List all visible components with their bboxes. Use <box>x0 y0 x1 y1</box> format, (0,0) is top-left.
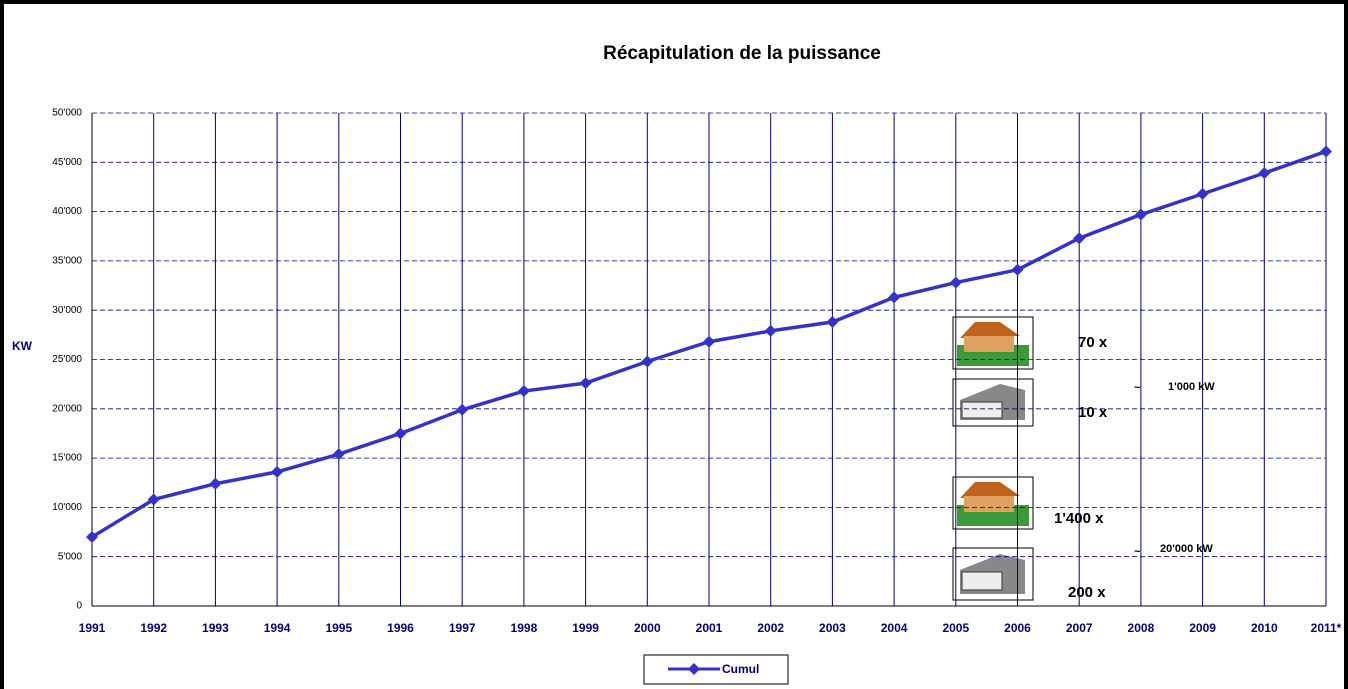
y-tick-label: 20'000 <box>52 403 82 414</box>
x-tick-label: 1998 <box>511 621 538 635</box>
house-icon <box>953 477 1033 529</box>
annotation: 10 x <box>1078 404 1108 421</box>
y-axis-label: KW <box>12 339 33 353</box>
chart: Récapitulation de la puissance KW 0 5'000… <box>0 0 1348 689</box>
house-icon <box>953 317 1033 369</box>
annotation: 1'000 kW <box>1168 381 1215 393</box>
x-tick-label: 1996 <box>387 621 414 635</box>
annotation: 20'000 kW <box>1160 543 1213 555</box>
x-tick-label: 2004 <box>881 621 908 635</box>
y-tick-label: 30'000 <box>52 305 82 316</box>
x-tick-label: 2000 <box>634 621 661 635</box>
y-tick-label: 50'000 <box>52 108 82 119</box>
annotation: 200 x <box>1068 584 1106 601</box>
y-tick-label: 45'000 <box>52 157 82 168</box>
y-tick-label: 40'000 <box>52 206 82 217</box>
x-tick-label: 2010 <box>1251 621 1278 635</box>
y-tick-label: 35'000 <box>52 256 82 267</box>
x-tick-label: 2001 <box>696 621 723 635</box>
frame <box>2 2 1346 689</box>
chart-title: Récapitulation de la puissance <box>603 43 881 64</box>
x-tick-label: 1995 <box>325 621 352 635</box>
x-tick-label: 1999 <box>572 621 599 635</box>
page: {"chart_data": {"type": "line", "title":… <box>0 0 1348 689</box>
x-tick-label: 2002 <box>757 621 784 635</box>
x-tick-label: 1991 <box>79 621 106 635</box>
annotation: 70 x <box>1078 334 1108 351</box>
building-icon <box>953 379 1033 426</box>
legend-label: Cumul <box>722 662 759 676</box>
y-tick-label: 5'000 <box>58 551 83 562</box>
x-tick-label: 2009 <box>1189 621 1216 635</box>
x-tick-label: 2003 <box>819 621 846 635</box>
annotation: ~ <box>1134 546 1141 558</box>
x-tick-label: 2006 <box>1004 621 1031 635</box>
x-tick-label: 1997 <box>449 621 476 635</box>
x-tick-label: 2008 <box>1128 621 1155 635</box>
x-tick-label: 1992 <box>140 621 167 635</box>
annotation: 1'400 x <box>1054 510 1104 527</box>
y-tick-label: 0 <box>76 601 82 612</box>
x-tick-label: 1993 <box>202 621 229 635</box>
annotation: ~ <box>1134 382 1141 394</box>
y-tick-label: 10'000 <box>52 502 82 513</box>
building-icon <box>953 548 1033 600</box>
x-tick-label: 2005 <box>942 621 969 635</box>
y-tick-label: 15'000 <box>52 453 82 464</box>
x-tick-label: 2011* <box>1311 621 1342 635</box>
x-tick-label: 2007 <box>1066 621 1093 635</box>
y-tick-label: 25'000 <box>52 354 82 365</box>
x-tick-label: 1994 <box>264 621 291 635</box>
